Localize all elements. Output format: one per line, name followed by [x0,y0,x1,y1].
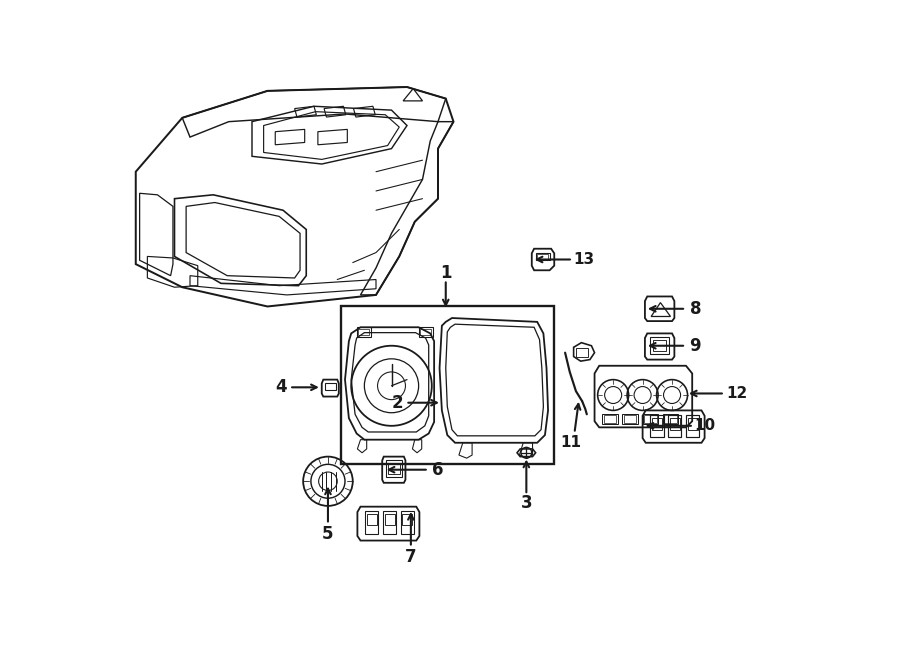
Bar [623,414,638,424]
Text: 13: 13 [573,252,594,267]
Bar [644,415,656,423]
Bar [365,512,378,534]
Bar [670,418,680,430]
Text: 5: 5 [322,525,334,543]
Text: 7: 7 [405,548,417,566]
Bar [384,514,394,525]
Bar [643,414,658,424]
Bar [686,415,699,437]
Bar [356,327,371,336]
Text: 12: 12 [726,386,748,401]
Bar [366,514,377,525]
Bar [418,327,433,336]
Bar [537,254,548,258]
Bar [624,415,636,423]
Bar [388,463,400,473]
Bar [602,414,617,424]
Bar [664,415,677,423]
Bar [651,337,669,354]
Bar [652,418,662,430]
Bar [420,329,431,335]
Text: 9: 9 [689,336,701,355]
Bar [576,348,589,358]
Bar [386,461,401,477]
Bar [325,383,336,391]
Bar [604,415,617,423]
Bar [341,307,554,464]
Text: 8: 8 [689,300,701,318]
Bar [402,514,412,525]
Bar [653,340,666,351]
Bar [400,512,414,534]
Bar [358,329,369,335]
Text: 10: 10 [694,418,716,434]
Bar [662,414,679,424]
Bar [536,253,550,260]
Bar [688,418,698,430]
Bar [668,415,681,437]
Text: 4: 4 [275,378,287,397]
Text: 3: 3 [520,494,532,512]
Bar [651,415,663,437]
Text: 2: 2 [392,394,403,412]
Text: 1: 1 [440,264,452,282]
Text: 6: 6 [432,461,444,479]
Text: 11: 11 [561,435,581,450]
Bar [383,512,396,534]
